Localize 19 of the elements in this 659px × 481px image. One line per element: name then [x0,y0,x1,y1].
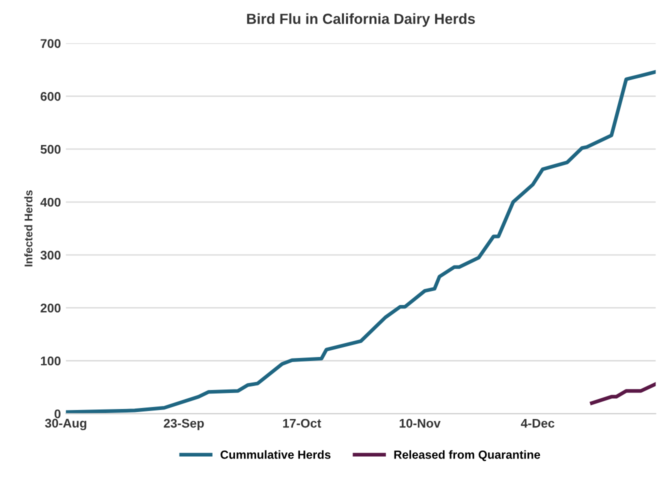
legend-label: Released from Quarantine [394,450,540,462]
x-tick-label: 10-Nov [400,418,441,428]
chart-title: Bird Flu in California Dairy Herds [247,13,475,27]
x-tick-label: 30-Aug [45,418,86,430]
legend-label: Cummulative Herds [220,450,330,459]
line-series [590,382,656,405]
x-tick-label: 23-Sep [164,418,204,430]
y-tick-label: 400 [40,198,61,207]
y-tick-label: 300 [40,250,61,260]
y-tick-label: 700 [40,39,61,48]
y-tick-label: 200 [40,304,61,312]
x-tick-label: 17-Oct [283,418,322,428]
y-tick-label: 600 [40,92,61,101]
y-tick-label: 0 [54,409,61,418]
y-tick-label: 100 [40,356,61,366]
y-tick-label: 500 [40,144,61,154]
x-tick-label: 4-Dec [520,418,554,428]
y-axis-title: Infected Herds [24,190,32,266]
line-series [66,70,656,414]
